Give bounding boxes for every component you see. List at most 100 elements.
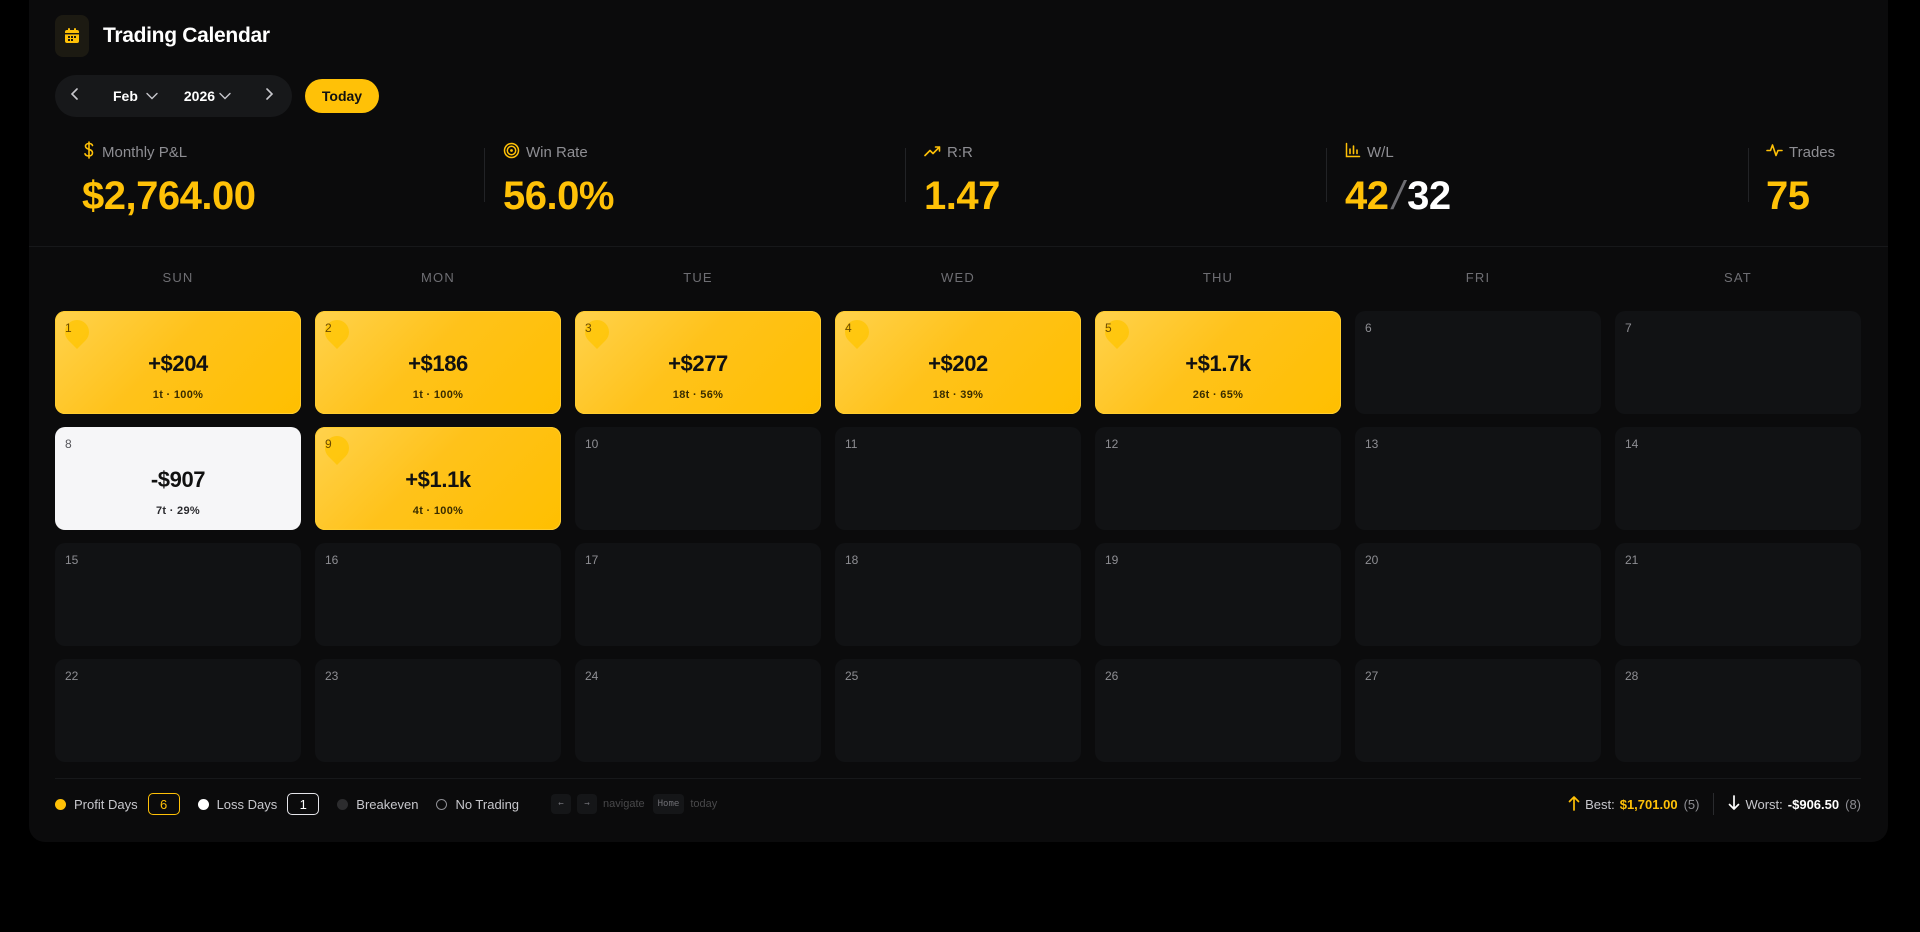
day-cell-14[interactable]: 14	[1615, 427, 1861, 530]
stat-label: Monthly P&L	[102, 143, 188, 161]
weekday-label: MON	[421, 270, 455, 285]
month-navigator: Feb 2026	[55, 75, 292, 117]
day-cell-24[interactable]: 24	[575, 659, 821, 762]
loss-days-count: 1	[287, 793, 320, 815]
weekday-header: SUN MON TUE WED THU FRI SAT	[55, 270, 1861, 292]
legend-profit-days: Profit Days 6	[55, 793, 180, 815]
day-pnl: +$186	[408, 351, 468, 376]
day-number: 16	[325, 553, 339, 567]
profit-days-count: 6	[147, 793, 180, 815]
day-number: 12	[1105, 437, 1119, 451]
kbd-left-arrow: ←	[551, 794, 572, 814]
day-cell-11[interactable]: 11	[835, 427, 1081, 530]
day-meta: 1t · 100%	[412, 389, 464, 401]
day-number: 10	[585, 437, 599, 451]
day-number: 25	[845, 669, 859, 683]
day-cell-27[interactable]: 27	[1355, 659, 1601, 762]
day-cell-23[interactable]: 23	[315, 659, 561, 762]
best-label: Best:	[1585, 796, 1615, 812]
weekday-label: FRI	[1465, 270, 1491, 285]
day-cell-16[interactable]: 16	[315, 543, 561, 646]
dollar-icon	[82, 141, 102, 163]
day-cell-20[interactable]: 20	[1355, 543, 1601, 646]
day-pnl: +$1.7k	[1185, 351, 1251, 376]
day-cell-3[interactable]: 3 +$277 18t · 56%	[575, 311, 821, 414]
day-number: 23	[325, 669, 339, 683]
stat-value: 1.47	[924, 174, 1000, 218]
trending-up-icon	[924, 144, 947, 161]
arrow-down-icon	[1728, 794, 1740, 814]
day-cell-25[interactable]: 25	[835, 659, 1081, 762]
legend: Profit Days 6 Loss Days 1 Breakeven No T…	[55, 793, 725, 815]
month-value: Feb	[113, 88, 138, 104]
calendar-icon	[55, 15, 89, 57]
today-button[interactable]: Today	[305, 79, 379, 113]
stat-monthly-pnl: Monthly P&L $2,764.00	[82, 140, 256, 219]
day-cell-8[interactable]: 8 -$907 7t · 29%	[55, 427, 301, 530]
arrow-up-icon	[1568, 795, 1580, 814]
divider	[29, 246, 1888, 247]
stat-label: Trades	[1789, 143, 1836, 161]
day-number: 26	[1105, 669, 1119, 683]
day-cell-19[interactable]: 19	[1095, 543, 1341, 646]
day-number: 1	[65, 321, 72, 335]
stat-value: 75	[1766, 174, 1810, 218]
day-pnl: +$204	[148, 351, 208, 376]
losses-count: 32	[1407, 174, 1451, 218]
day-number: 28	[1625, 669, 1639, 683]
app-header: Trading Calendar	[55, 15, 270, 57]
day-cell-6[interactable]: 6	[1355, 311, 1601, 414]
divider	[1326, 148, 1327, 202]
day-cell-22[interactable]: 22	[55, 659, 301, 762]
divider	[1748, 148, 1749, 202]
day-pnl: +$277	[668, 351, 728, 376]
day-number: 13	[1365, 437, 1379, 451]
no-trading-dot-icon	[436, 798, 448, 810]
day-meta: 26t · 65%	[1192, 389, 1244, 401]
day-pnl: -$907	[150, 467, 206, 492]
day-cell-18[interactable]: 18	[835, 543, 1081, 646]
day-cell-21[interactable]: 21	[1615, 543, 1861, 646]
best-value: $1,701.00	[1619, 796, 1678, 812]
day-cell-12[interactable]: 12	[1095, 427, 1341, 530]
day-number: 22	[65, 669, 79, 683]
day-cell-1[interactable]: 1 +$204 1t · 100%	[55, 311, 301, 414]
stat-value: 56.0%	[503, 174, 614, 218]
day-number: 27	[1365, 669, 1379, 683]
chevron-right-icon	[264, 87, 274, 105]
day-cell-4[interactable]: 4 +$202 18t · 39%	[835, 311, 1081, 414]
stat-label: W/L	[1367, 143, 1394, 161]
worst-day: (8)	[1845, 796, 1861, 812]
day-cell-10[interactable]: 10	[575, 427, 821, 530]
day-cell-15[interactable]: 15	[55, 543, 301, 646]
day-cell-28[interactable]: 28	[1615, 659, 1861, 762]
day-cell-9[interactable]: 9 +$1.1k 4t · 100%	[315, 427, 561, 530]
day-pnl: +$202	[928, 351, 988, 376]
stat-label: R:R	[947, 143, 973, 161]
prev-month-button[interactable]	[55, 75, 95, 117]
weekday-label: TUE	[683, 270, 713, 285]
today-hint: today	[690, 798, 718, 810]
month-select[interactable]: Feb	[113, 75, 158, 117]
day-cell-17[interactable]: 17	[575, 543, 821, 646]
day-meta: 18t · 56%	[672, 389, 724, 401]
weekday-label: SAT	[1724, 270, 1752, 285]
stat-trades: Trades 75	[1766, 140, 1835, 219]
day-cell-7[interactable]: 7	[1615, 311, 1861, 414]
year-select[interactable]: 2026	[184, 75, 231, 117]
day-meta: 1t · 100%	[152, 389, 204, 401]
day-cell-13[interactable]: 13	[1355, 427, 1601, 530]
legend-label: Loss Days	[216, 796, 278, 812]
day-cell-5[interactable]: 5 +$1.7k 26t · 65%	[1095, 311, 1341, 414]
wins-count: 42	[1345, 174, 1389, 218]
day-cell-2[interactable]: 2 +$186 1t · 100%	[315, 311, 561, 414]
stat-win-loss: W/L 42/32	[1345, 140, 1451, 219]
profit-dot-icon	[55, 798, 66, 810]
day-number: 3	[585, 321, 592, 335]
day-cell-26[interactable]: 26	[1095, 659, 1341, 762]
stat-value: 42/32	[1345, 174, 1451, 219]
chevron-down-icon	[219, 92, 231, 100]
day-number: 14	[1625, 437, 1639, 451]
next-month-button[interactable]	[249, 75, 289, 117]
